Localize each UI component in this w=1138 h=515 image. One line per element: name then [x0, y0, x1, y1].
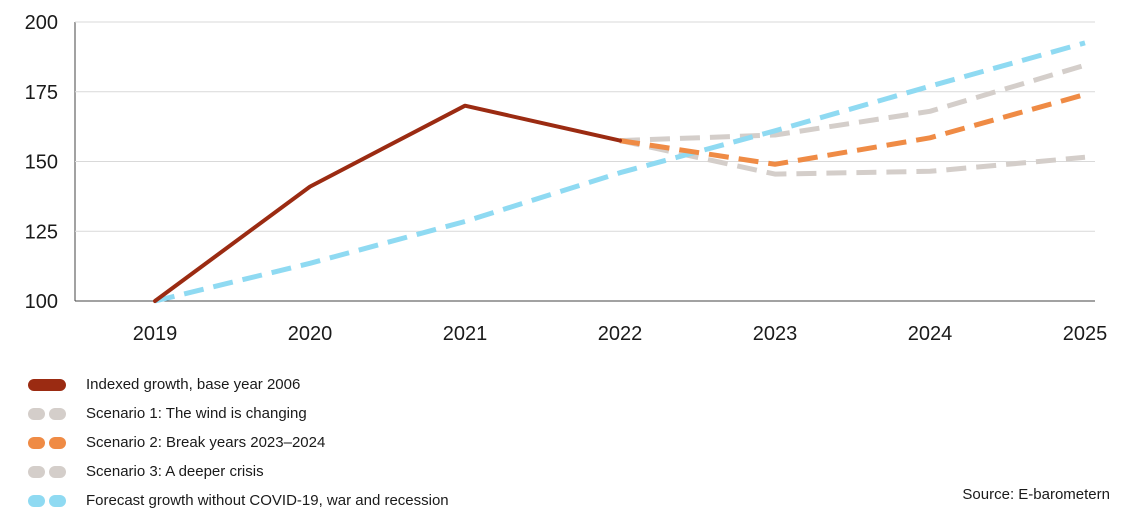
legend-label: Indexed growth, base year 2006: [86, 376, 301, 393]
x-tick-label: 2025: [1063, 323, 1108, 345]
legend-item: Scenario 1: The wind is changing: [28, 399, 449, 428]
y-tick-label: 125: [25, 221, 58, 243]
legend-label: Scenario 2: Break years 2023–2024: [86, 434, 326, 451]
y-tick-label: 175: [25, 82, 58, 104]
swatch-dash: [49, 407, 66, 420]
legend-item: Forecast growth without COVID-19, war an…: [28, 486, 449, 515]
legend-swatch: [28, 407, 66, 420]
series-line: [619, 62, 1086, 144]
x-axis: 2019 2020 2021 2022 2023 2024 2025: [133, 323, 1108, 345]
legend-swatch: [28, 378, 66, 391]
swatch-dash: [28, 436, 45, 449]
series-line: [619, 92, 1086, 167]
line-chart: 100 125 150 175 200 2019 2020 2021 2022 2023 2024…: [25, 12, 1108, 345]
series-line: [154, 40, 1086, 304]
y-tick-label: 100: [25, 291, 58, 313]
swatch-dash: [28, 494, 45, 507]
y-tick-label: 150: [25, 152, 58, 174]
x-tick-label: 2022: [598, 323, 643, 345]
y-axis: 100 125 150 175 200: [25, 12, 58, 313]
legend-swatch: [28, 465, 66, 478]
x-tick-label: 2023: [753, 323, 798, 345]
legend-item: Indexed growth, base year 2006: [28, 370, 449, 399]
swatch-fill: [28, 378, 66, 391]
legend-swatch: [28, 436, 66, 449]
series-line: [153, 103, 622, 303]
legend-item: Scenario 2: Break years 2023–2024: [28, 428, 449, 457]
series-lines: [153, 40, 1086, 304]
swatch-dash: [49, 494, 66, 507]
grid-lines: [74, 21, 1095, 302]
source-note: Source: E-barometern: [962, 486, 1110, 503]
legend-swatch: [28, 494, 66, 507]
x-tick-label: 2019: [133, 323, 178, 345]
series-line: [619, 138, 1086, 177]
legend-label: Scenario 1: The wind is changing: [86, 405, 307, 422]
swatch-dash: [28, 407, 45, 420]
legend-label: Scenario 3: A deeper crisis: [86, 463, 264, 480]
legend-item: Scenario 3: A deeper crisis: [28, 457, 449, 486]
x-tick-label: 2024: [908, 323, 953, 345]
swatch-dash: [49, 465, 66, 478]
y-tick-label: 200: [25, 12, 58, 34]
swatch-dash: [49, 436, 66, 449]
legend-label: Forecast growth without COVID-19, war an…: [86, 492, 449, 509]
swatch-dash: [28, 465, 45, 478]
x-tick-label: 2020: [288, 323, 333, 345]
legend: Indexed growth, base year 2006 Scenario …: [28, 370, 449, 515]
x-tick-label: 2021: [443, 323, 488, 345]
